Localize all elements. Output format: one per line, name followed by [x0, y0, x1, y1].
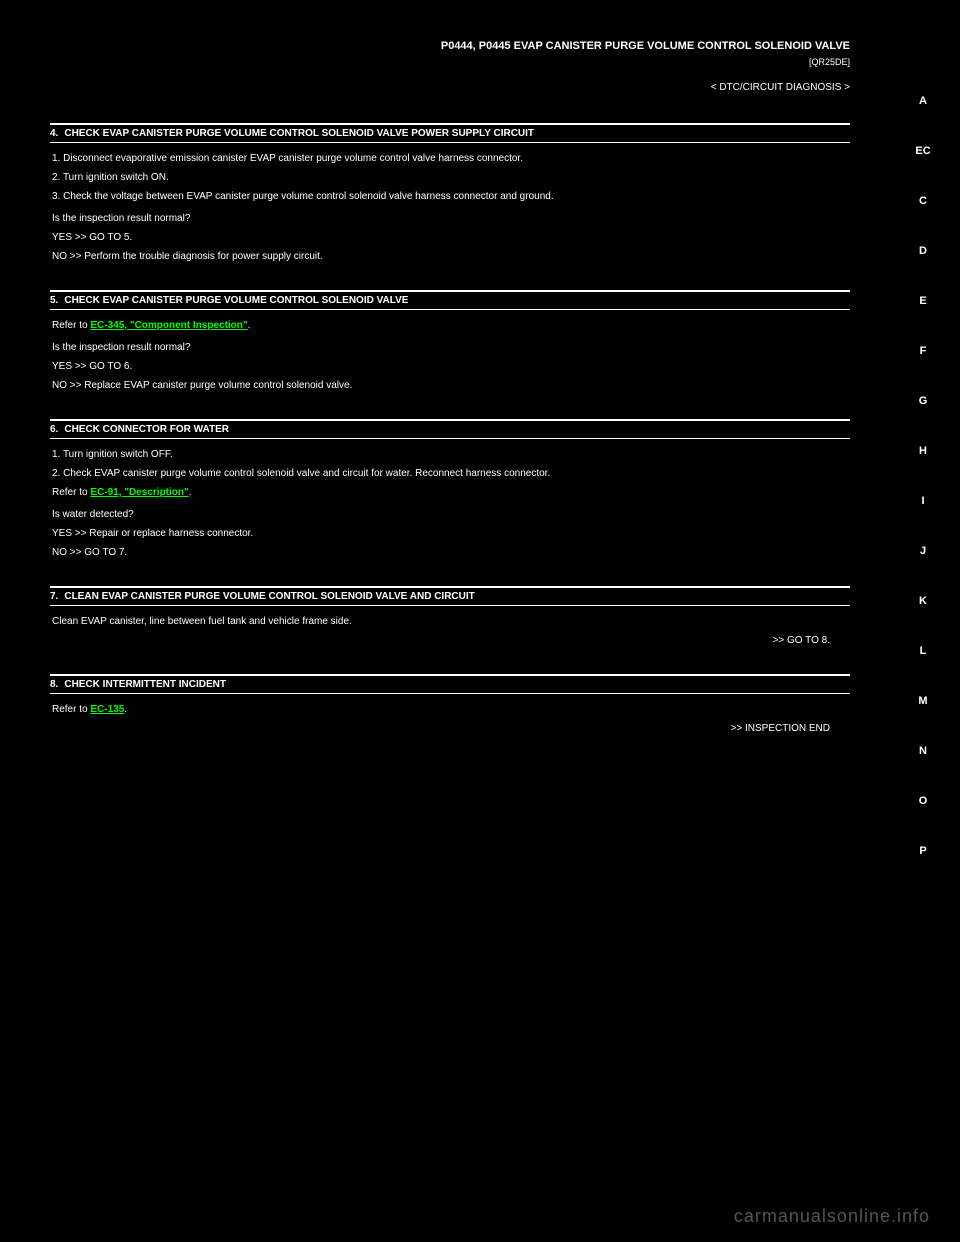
step-header: 4. CHECK EVAP CANISTER PURGE VOLUME CONT…	[50, 123, 850, 143]
result-question: Is the inspection result normal?	[52, 340, 850, 356]
page-header: P0444, P0445 EVAP CANISTER PURGE VOLUME …	[50, 40, 850, 93]
tab-l[interactable]: L	[911, 645, 935, 657]
tab-k[interactable]: K	[911, 595, 935, 607]
step-number: 8.	[50, 679, 58, 690]
tab-m[interactable]: M	[911, 695, 935, 707]
step-header: 5. CHECK EVAP CANISTER PURGE VOLUME CONT…	[50, 290, 850, 310]
step-7: 7. CLEAN EVAP CANISTER PURGE VOLUME CONT…	[50, 586, 850, 649]
tab-p[interactable]: P	[911, 845, 935, 857]
page-section-label: < DTC/CIRCUIT DIAGNOSIS >	[50, 82, 850, 93]
doc-title: P0444, P0445 EVAP CANISTER PURGE VOLUME …	[50, 40, 850, 52]
link-ec135[interactable]: EC-135	[90, 704, 124, 715]
step-6: 6. CHECK CONNECTOR FOR WATER 1. Turn ign…	[50, 419, 850, 561]
step-line: Refer to EC-91, "Description".	[52, 485, 850, 501]
tab-n[interactable]: N	[911, 745, 935, 757]
result-question: Is water detected?	[52, 507, 850, 523]
yes-branch: YES >> Repair or replace harness connect…	[52, 526, 850, 542]
no-branch: NO >> Replace EVAP canister purge volume…	[52, 378, 850, 394]
step-line: 3. Check the voltage between EVAP canist…	[52, 189, 850, 205]
step-header: 6. CHECK CONNECTOR FOR WATER	[50, 419, 850, 439]
tab-j[interactable]: J	[911, 545, 935, 557]
step-body: 1. Disconnect evaporative emission canis…	[50, 151, 850, 265]
step-8: 8. CHECK INTERMITTENT INCIDENT Refer to …	[50, 674, 850, 737]
tab-a[interactable]: A	[911, 95, 935, 107]
doc-subtitle: [QR25DE]	[50, 57, 850, 67]
step-line: 2. Check EVAP canister purge volume cont…	[52, 466, 850, 482]
step-line: Clean EVAP canister, line between fuel t…	[52, 614, 850, 630]
link-component-inspection[interactable]: EC-345, "Component Inspection"	[90, 320, 247, 331]
tab-ec[interactable]: EC	[911, 145, 935, 157]
step-title-text: CHECK EVAP CANISTER PURGE VOLUME CONTROL…	[64, 295, 408, 306]
tab-i[interactable]: I	[911, 495, 935, 507]
step-number: 6.	[50, 424, 58, 435]
step-title-text: CHECK CONNECTOR FOR WATER	[64, 424, 229, 435]
yes-branch: YES >> GO TO 5.	[52, 230, 850, 246]
tab-g[interactable]: G	[911, 395, 935, 407]
tab-o[interactable]: O	[911, 795, 935, 807]
tab-d[interactable]: D	[911, 245, 935, 257]
tab-f[interactable]: F	[911, 345, 935, 357]
no-branch: NO >> Perform the trouble diagnosis for …	[52, 249, 850, 265]
result-question: Is the inspection result normal?	[52, 211, 850, 227]
step-title-text: CHECK EVAP CANISTER PURGE VOLUME CONTROL…	[64, 128, 534, 139]
tab-c[interactable]: C	[911, 195, 935, 207]
step-header: 7. CLEAN EVAP CANISTER PURGE VOLUME CONT…	[50, 586, 850, 606]
step-line: 1. Turn ignition switch OFF.	[52, 447, 850, 463]
step-5: 5. CHECK EVAP CANISTER PURGE VOLUME CONT…	[50, 290, 850, 394]
step-number: 5.	[50, 295, 58, 306]
watermark: carmanualsonline.info	[734, 1206, 930, 1227]
step-line: 1. Disconnect evaporative emission canis…	[52, 151, 850, 167]
step-line: Refer to EC-135.	[52, 702, 850, 718]
yes-branch: YES >> GO TO 6.	[52, 359, 850, 375]
step-line: Refer to EC-345, "Component Inspection".	[52, 318, 850, 334]
step-header: 8. CHECK INTERMITTENT INCIDENT	[50, 674, 850, 694]
step-title-text: CLEAN EVAP CANISTER PURGE VOLUME CONTROL…	[64, 591, 474, 602]
step-body: Clean EVAP canister, line between fuel t…	[50, 614, 850, 649]
step-body: Refer to EC-135. >> INSPECTION END	[50, 702, 850, 737]
link-description[interactable]: EC-91, "Description"	[90, 487, 188, 498]
step-4: 4. CHECK EVAP CANISTER PURGE VOLUME CONT…	[50, 123, 850, 265]
page-content: P0444, P0445 EVAP CANISTER PURGE VOLUME …	[50, 40, 900, 737]
section-tabs: A EC C D E F G H I J K L M N O P	[911, 95, 935, 857]
step-line: 2. Turn ignition switch ON.	[52, 170, 850, 186]
step-body: Refer to EC-345, "Component Inspection".…	[50, 318, 850, 394]
tab-e[interactable]: E	[911, 295, 935, 307]
step-body: 1. Turn ignition switch OFF. 2. Check EV…	[50, 447, 850, 561]
goto-line: >> GO TO 8.	[52, 633, 850, 649]
step-title-text: CHECK INTERMITTENT INCIDENT	[64, 679, 226, 690]
tab-h[interactable]: H	[911, 445, 935, 457]
step-number: 4.	[50, 128, 58, 139]
step-number: 7.	[50, 591, 58, 602]
goto-line: >> INSPECTION END	[52, 721, 850, 737]
no-branch: NO >> GO TO 7.	[52, 545, 850, 561]
